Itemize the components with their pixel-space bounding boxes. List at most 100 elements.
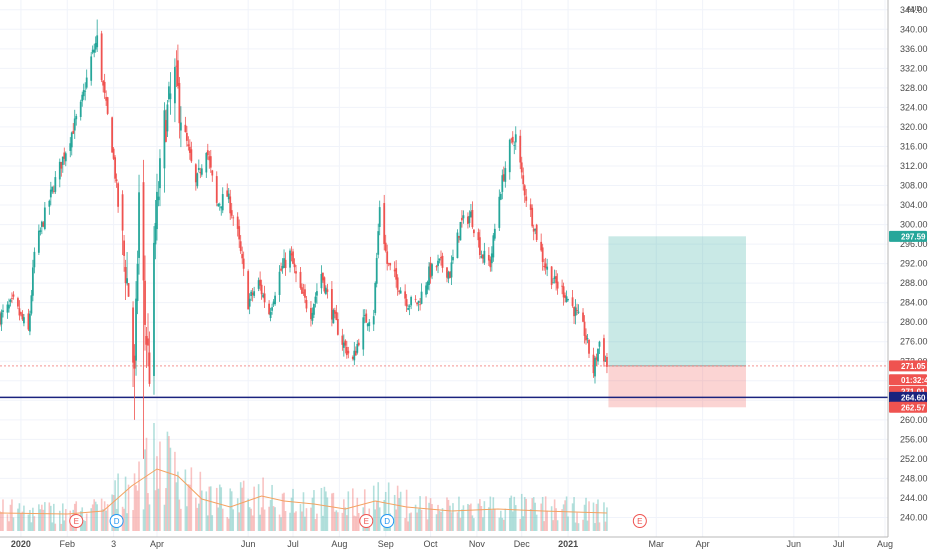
volume-bar xyxy=(395,509,397,531)
candle-body xyxy=(27,313,30,330)
candle-body xyxy=(281,265,284,269)
candle-body xyxy=(262,294,265,298)
candle-body xyxy=(586,337,589,339)
volume-bar xyxy=(189,484,191,531)
time-axis[interactable]: 2020 Feb 3 Apr Jun Jul Aug Sep Oct Nov Dec 2021 Mar A… xyxy=(11,539,893,549)
volume-bar xyxy=(372,485,375,531)
volume-bar xyxy=(331,493,333,531)
candle-body xyxy=(250,291,253,296)
volume-bar xyxy=(226,517,229,531)
volume-bar xyxy=(301,511,303,531)
volume-bar xyxy=(247,498,249,531)
candle-body xyxy=(447,272,450,279)
volume-bar xyxy=(206,515,209,531)
volume-bar xyxy=(588,501,590,531)
candle-body xyxy=(230,210,233,216)
volume-bar xyxy=(378,507,381,531)
volume-bar xyxy=(529,508,532,531)
volume-bar xyxy=(268,506,270,531)
volume-bar xyxy=(177,471,179,531)
candle-body xyxy=(458,236,460,238)
volume-bar xyxy=(363,489,366,531)
last-price-label: 271.05 xyxy=(901,362,926,371)
candle-body xyxy=(93,49,96,53)
candle-body xyxy=(6,304,9,313)
candle-body xyxy=(226,190,229,197)
volume-bar xyxy=(105,510,107,531)
candle-body xyxy=(28,313,31,332)
position-tool[interactable] xyxy=(608,236,746,408)
candle-body xyxy=(185,132,188,141)
candle-body xyxy=(372,316,375,325)
candle-body xyxy=(123,240,125,256)
volume-bar xyxy=(332,492,335,531)
volume-bar xyxy=(498,517,501,531)
candle-body xyxy=(61,156,64,165)
volume-bar xyxy=(540,503,542,531)
candle-body xyxy=(63,152,66,159)
volume-bar xyxy=(408,513,411,531)
candle-body xyxy=(487,254,490,261)
volume-bar xyxy=(562,504,565,531)
volume-bar xyxy=(248,507,251,531)
volume-bar xyxy=(293,512,296,531)
volume-bar xyxy=(567,516,569,531)
candle-body xyxy=(301,287,303,294)
candle-body xyxy=(100,33,103,81)
volume-bar xyxy=(483,501,486,531)
candle-body xyxy=(174,67,176,104)
candle-body xyxy=(105,97,108,101)
volume-bar xyxy=(429,498,432,531)
volume-bar xyxy=(492,497,495,531)
candle-body xyxy=(544,263,547,269)
volume-bar xyxy=(63,520,66,531)
candle-body xyxy=(508,139,511,173)
volume-bar xyxy=(477,503,480,531)
volume-bar xyxy=(124,476,127,531)
volume-bar xyxy=(419,496,421,531)
volume-bar xyxy=(565,496,568,531)
candle-body xyxy=(9,299,12,302)
candle-body xyxy=(598,341,601,347)
candle-body xyxy=(452,256,454,261)
candle-body xyxy=(384,242,387,251)
candle-body xyxy=(356,343,359,353)
volume-bar xyxy=(467,503,469,531)
candle-body xyxy=(571,297,574,306)
volume-bar xyxy=(459,517,462,531)
volume-bar xyxy=(165,488,167,531)
volume-bar xyxy=(488,507,490,531)
volume-bar xyxy=(564,500,566,531)
volume-bar xyxy=(534,502,536,531)
candle-body xyxy=(529,204,532,210)
candle-body xyxy=(504,168,507,182)
candle-body xyxy=(313,303,315,315)
volume-bar xyxy=(420,509,423,531)
volume-bar xyxy=(21,511,24,531)
time-tick-label: 2021 xyxy=(558,539,578,549)
candle-body xyxy=(604,360,607,362)
volume-bar xyxy=(44,502,46,531)
volume-bar xyxy=(546,510,548,531)
volume-bar xyxy=(280,517,282,531)
volume-bar xyxy=(438,510,441,531)
candle-body xyxy=(565,296,568,303)
volume-bar xyxy=(553,499,556,531)
candle-body xyxy=(342,342,345,348)
volume-bar xyxy=(543,521,545,531)
volume-bar xyxy=(583,504,586,531)
volume-bar xyxy=(585,497,587,531)
volume-bar xyxy=(114,480,116,531)
candle-body xyxy=(428,266,430,285)
volume-bar xyxy=(458,496,460,531)
candle-body xyxy=(302,292,305,294)
candle-body xyxy=(94,43,97,50)
candle-body xyxy=(555,276,558,284)
volume-bar xyxy=(325,491,327,531)
candle-body xyxy=(154,222,157,245)
volume-bar xyxy=(169,447,172,531)
volume-bar xyxy=(195,497,197,531)
volume-bar xyxy=(8,521,10,531)
